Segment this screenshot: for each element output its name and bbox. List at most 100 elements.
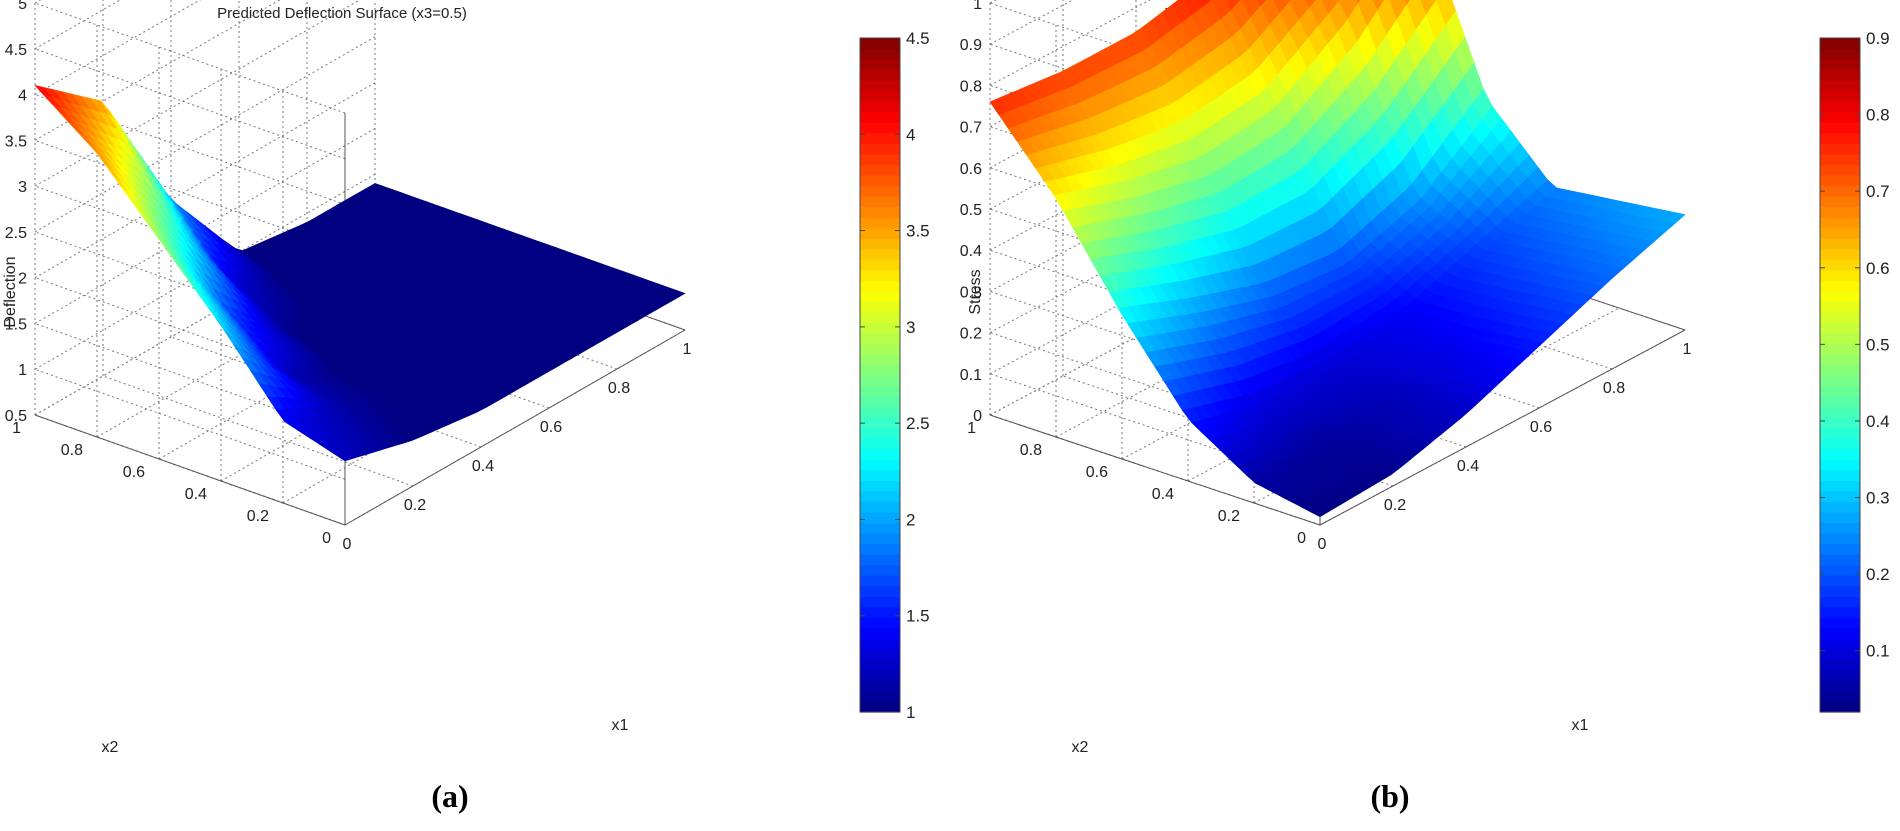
colorbar-band [860, 195, 900, 208]
colorbar-band [860, 353, 900, 366]
z-tick-label: 5 [18, 0, 27, 13]
x-tick-label: 0 [343, 536, 352, 553]
stress-surface-plot: Predicted Stress Surface (x3=0.5)00.20.4… [960, 0, 1890, 756]
colorbar-band [860, 638, 900, 650]
colorbar-band [860, 417, 900, 429]
colorbar-band [1820, 448, 1860, 460]
deflection-surface-plot: Predicted Deflection Surface (x3=0.5) 0 0.… [2, 0, 930, 756]
colorbar-tick-label: 0.9 [1866, 29, 1890, 48]
colorbar-tick-label: 0.4 [1866, 412, 1890, 431]
colorbar-band [860, 375, 900, 387]
colorbar-band [860, 238, 900, 250]
colorbar-band [1820, 554, 1860, 566]
colorbar-band [1820, 375, 1860, 387]
colorbar-band [860, 690, 900, 703]
colorbar-band [860, 90, 900, 102]
surface-patch [666, 289, 686, 300]
y-tick-label: 1 [967, 420, 976, 437]
colorbar-band [1820, 311, 1860, 323]
colorbar-band [1820, 596, 1860, 608]
colorbar-band [1820, 627, 1860, 639]
deflection-panel: Predicted Deflection Surface (x3=0.5) 0 0.… [2, 0, 930, 814]
x-tick-label: 0.4 [472, 458, 494, 475]
colorbar-band [860, 80, 900, 92]
axis-line [34, 414, 346, 526]
colorbar-band [860, 227, 900, 239]
colorbar-band [860, 490, 900, 502]
z-tick-label: 2.5 [5, 225, 27, 242]
colorbar-band [1820, 59, 1860, 71]
y-tick-label: 0.4 [1152, 486, 1174, 503]
x-tick-label: 0.8 [1603, 380, 1625, 397]
colorbar-band [860, 617, 900, 629]
colorbar-band [860, 38, 900, 50]
colorbar-tick-label: 0.1 [1866, 642, 1890, 661]
colorbar-frame [1819, 37, 1861, 713]
colorbar-band [1820, 417, 1860, 429]
colorbar-band [860, 501, 900, 513]
colorbar-band [860, 122, 900, 134]
x-tick-label: 0.6 [540, 419, 562, 436]
colorbar-band [1820, 217, 1860, 229]
colorbar-band [1820, 701, 1860, 713]
colorbar-band [1820, 280, 1860, 292]
z-tick-label: 0.3 [960, 284, 982, 301]
colorbar-band [860, 564, 900, 576]
surface-patch [1356, 0, 1361, 4]
colorbar-band [1820, 606, 1860, 618]
colorbar-band [1820, 659, 1860, 671]
colorbar-band [1820, 406, 1860, 418]
colorbar-band [1820, 690, 1860, 703]
colorbar-tick-label: 1 [906, 703, 915, 722]
colorbar-band [860, 164, 900, 176]
colorbar-band [1820, 680, 1860, 692]
z-tick-label: 3 [18, 179, 27, 196]
colorbar-band [860, 153, 900, 165]
colorbar-band [1820, 132, 1860, 144]
x-tick-label: 0 [1318, 536, 1327, 553]
colorbar-band [1820, 617, 1860, 629]
z-tick-label: 0.7 [960, 120, 982, 137]
colorbar-band [860, 659, 900, 671]
colorbar-band [1820, 532, 1860, 545]
grid-line [34, 0, 122, 50]
colorbar-band [1820, 206, 1860, 218]
z-axis-label: Stress [967, 269, 984, 314]
colorbar-tick-label: 2 [906, 510, 915, 529]
z-tick-label: 0.5 [5, 408, 27, 425]
colorbar-band [860, 511, 900, 524]
colorbar-band [860, 427, 900, 439]
colorbar-band [860, 469, 900, 481]
grid-line [34, 36, 376, 233]
colorbar-band [1820, 501, 1860, 513]
colorbar-band [860, 606, 900, 618]
grid-line [34, 0, 361, 187]
colorbar-band [1820, 195, 1860, 208]
z-tick-label: 0.1 [960, 367, 982, 384]
colorbar-band [860, 438, 900, 450]
colorbar-band [1820, 248, 1860, 260]
surface [34, 84, 686, 462]
colorbar-band [860, 217, 900, 229]
z-axis-label: Deflection [2, 256, 19, 327]
colorbar-band [1820, 669, 1860, 682]
surface-patch [1405, 0, 1411, 6]
colorbar-band [1820, 459, 1860, 471]
colorbar-band [1820, 122, 1860, 134]
axis-line [1319, 329, 1686, 526]
colorbar-band [1820, 143, 1860, 155]
colorbar-band [1820, 511, 1860, 524]
colorbar-tick-label: 0.8 [1866, 106, 1890, 125]
colorbar-band [1820, 469, 1860, 481]
colorbar-band [1820, 185, 1860, 197]
x-axis-label: x1 [612, 717, 629, 734]
colorbar-band [860, 290, 900, 302]
colorbar-band [1820, 364, 1860, 376]
colorbar-band [1820, 269, 1860, 281]
colorbar-band [860, 575, 900, 587]
colorbar-band [1820, 396, 1860, 408]
y-tick-label: 0 [1297, 530, 1306, 547]
colorbar-band [860, 522, 900, 534]
z-tick-label: 1 [18, 362, 27, 379]
y-axis-label: x2 [102, 739, 119, 756]
